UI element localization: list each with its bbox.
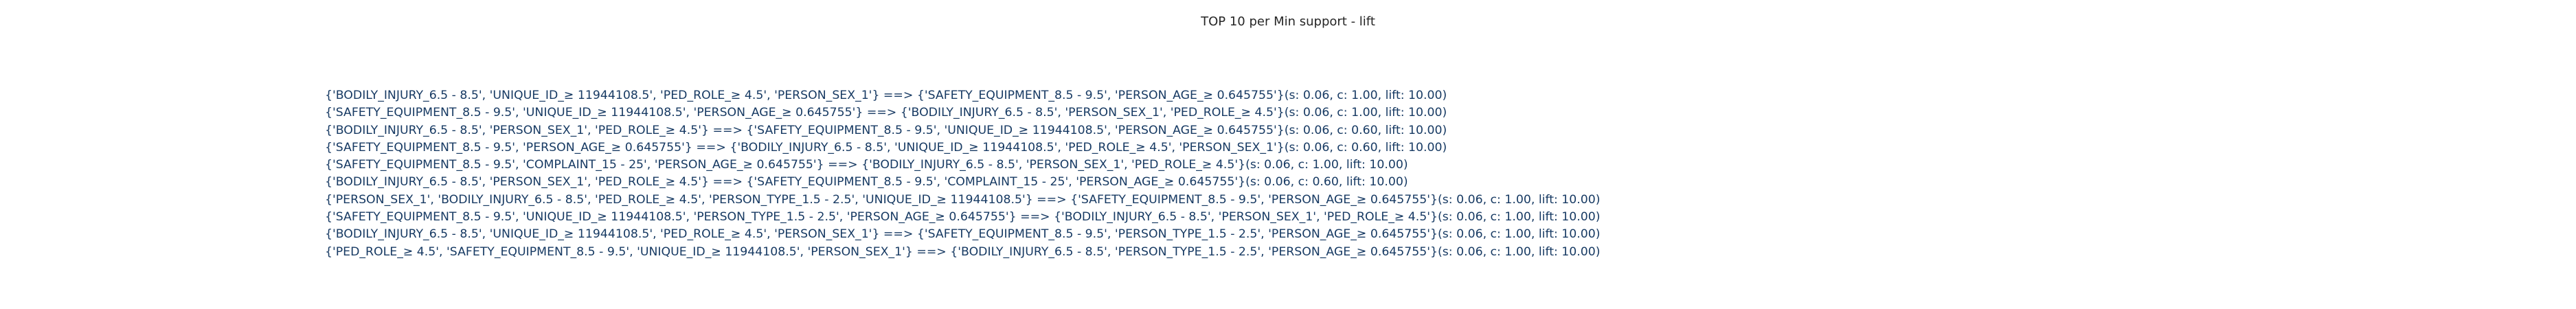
rule-line-10: {'PED_ROLE_≥ 4.5', 'SAFETY_EQUIPMENT_8.5… [325,244,1601,259]
rule-line-3: {'BODILY_INJURY_6.5 - 8.5', 'PERSON_SEX_… [325,123,1447,137]
chart-title: TOP 10 per Min support - lift [1201,14,1375,29]
rule-line-4: {'SAFETY_EQUIPMENT_8.5 - 9.5', 'PERSON_A… [325,140,1447,154]
rule-line-9: {'BODILY_INJURY_6.5 - 8.5', 'UNIQUE_ID_≥… [325,227,1601,242]
rule-line-2: {'SAFETY_EQUIPMENT_8.5 - 9.5', 'UNIQUE_I… [325,106,1447,120]
association-rules-list: {'BODILY_INJURY_6.5 - 8.5', 'UNIQUE_ID_≥… [325,87,1601,261]
rule-line-5: {'SAFETY_EQUIPMENT_8.5 - 9.5', 'COMPLAIN… [325,158,1408,172]
rule-line-1: {'BODILY_INJURY_6.5 - 8.5', 'UNIQUE_ID_≥… [325,89,1447,102]
rule-line-6: {'BODILY_INJURY_6.5 - 8.5', 'PERSON_SEX_… [325,175,1408,190]
rule-line-7: {'PERSON_SEX_1', 'BODILY_INJURY_6.5 - 8.… [325,192,1601,207]
rule-line-8: {'SAFETY_EQUIPMENT_8.5 - 9.5', 'UNIQUE_I… [325,210,1601,225]
